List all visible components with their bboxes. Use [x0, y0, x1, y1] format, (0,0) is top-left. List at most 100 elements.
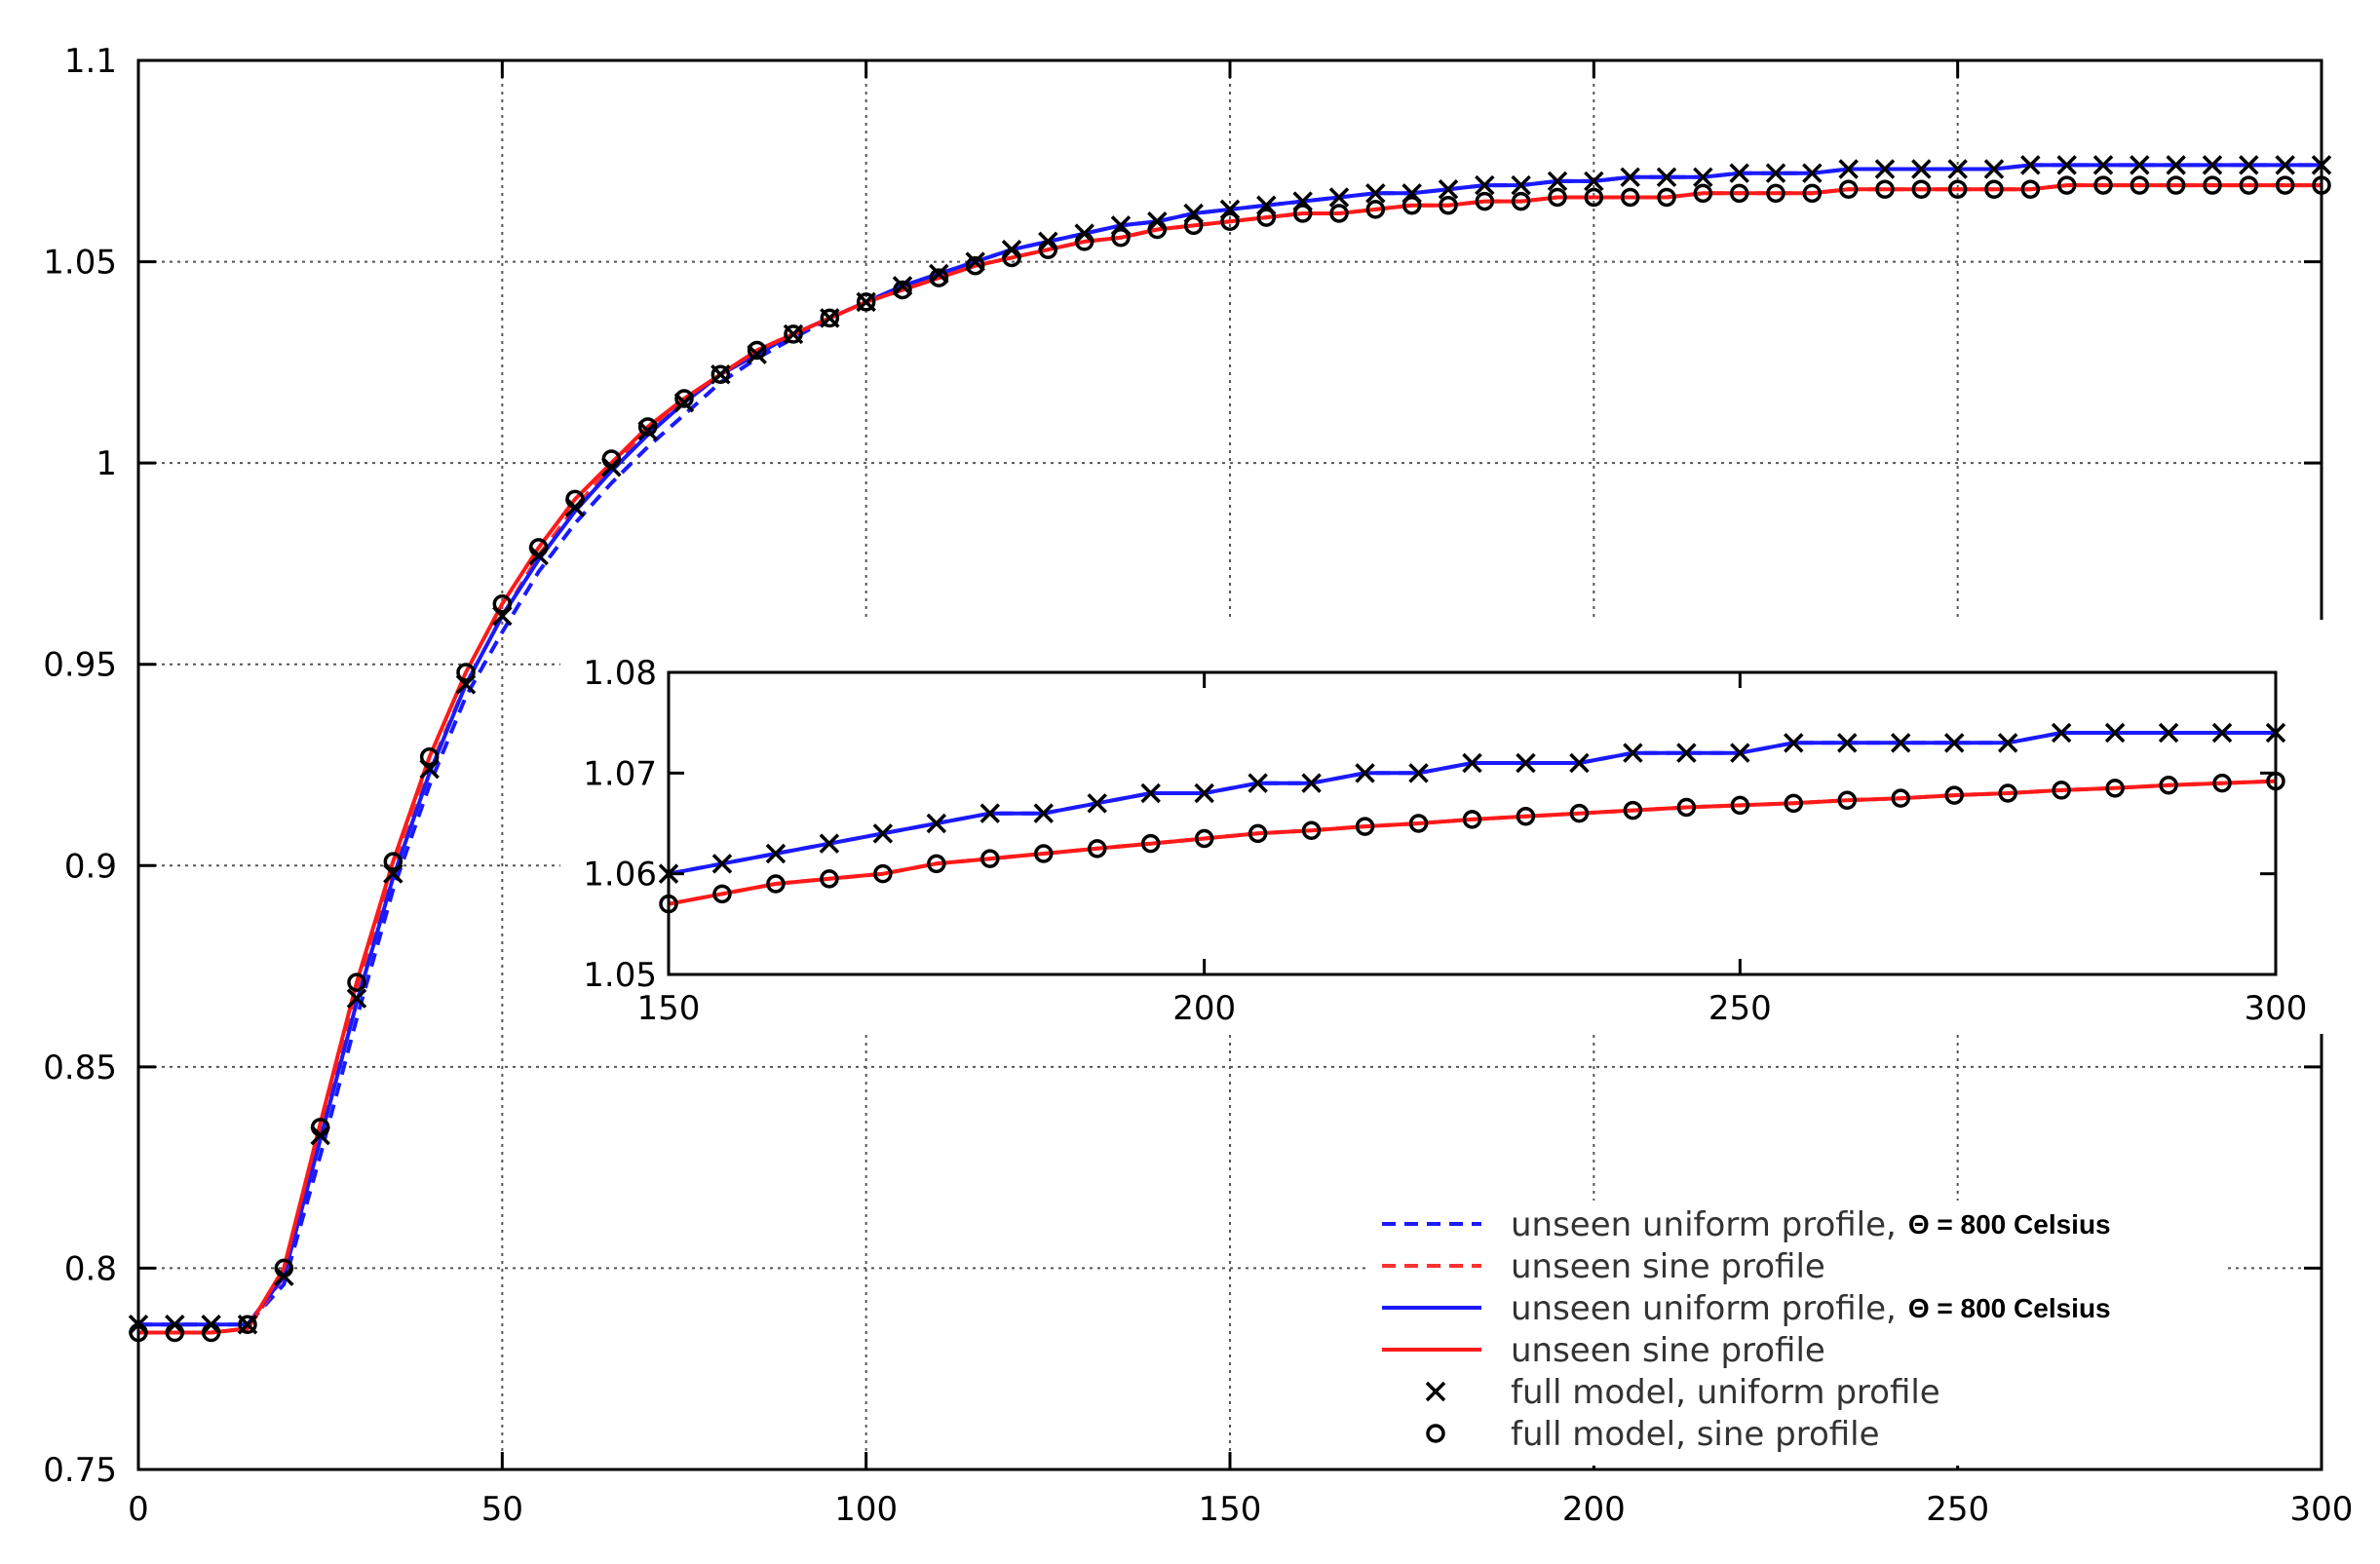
main-marker-o-point-57	[2203, 175, 2222, 195]
inset-marker-o-point-15	[1462, 810, 1482, 829]
inset-tick-label-x-200: 200	[1172, 989, 1236, 1028]
inset-series	[658, 722, 2286, 914]
main-tick-label-y-0-95: 0.95	[43, 646, 117, 685]
inset-tick-label-x-300: 300	[2245, 989, 2308, 1028]
inset-tick-label-y-1-06: 1.06	[583, 856, 657, 895]
inset-background	[560, 620, 2341, 1034]
main-marker-o-point-26	[1074, 232, 1094, 251]
inset-marker-x-point-23	[1890, 733, 1911, 753]
main-tick-label-y-0-85: 0.85	[43, 1049, 117, 1087]
main-marker-o-point-20	[856, 292, 876, 312]
main-marker-o-point-54	[2093, 175, 2113, 195]
inset-marker-x-point-4	[872, 823, 894, 844]
main-marker-o-point-4	[274, 1258, 294, 1278]
main-marker-o-point-9	[456, 663, 476, 682]
main-marker-o-point-31	[1256, 208, 1277, 227]
inset-marker-x-point-9	[1140, 782, 1161, 804]
main-marker-o-point-25	[1038, 240, 1058, 259]
main-marker-o-point-49	[1911, 179, 1932, 199]
inset-marker-o-point-2	[766, 874, 786, 894]
inset-marker-o-point-26	[2052, 781, 2071, 800]
legend: unseen uniform profile, Θ = 800 Celsius un…	[1369, 1201, 2227, 1466]
main-marker-o-point-46	[1802, 183, 1823, 204]
main-marker-x-point-33	[1328, 187, 1350, 208]
inset-marker-o-point-14	[1408, 814, 1429, 833]
inset-marker-x-point-17	[1569, 752, 1590, 774]
inset-marker-x-point-12	[1301, 773, 1322, 793]
main-marker-x-point-36	[1438, 178, 1459, 200]
inset-marker-o-point-7	[1034, 844, 1054, 863]
inset-tick-label-y-1-07: 1.07	[583, 754, 657, 793]
main-tick-label-y-1-1: 1.1	[64, 42, 117, 81]
main-tick-label-x-150: 150	[1199, 1490, 1262, 1529]
main-marker-o-point-8	[419, 746, 440, 767]
main-marker-x-point-48	[1874, 159, 1896, 179]
main-axis-ticks: 0 50 100 150 200 250 300 0.75 0.8 0.85 0.9 0.95 1 1.0…	[43, 42, 2353, 1529]
inset-marker-o-point-8	[1087, 839, 1107, 858]
main-marker-o-point-53	[2056, 175, 2077, 195]
main-marker-o-point-3	[238, 1315, 257, 1335]
inset-marker-x-point-8	[1087, 793, 1107, 814]
main-tick-label-y-0-75: 0.75	[43, 1451, 117, 1490]
inset-tick-label-y-1-05: 1.05	[583, 956, 657, 995]
main-marker-o-point-48	[1875, 179, 1895, 199]
inset-marker-x-point-18	[1623, 743, 1643, 763]
inset-marker-o-point-18	[1623, 800, 1643, 820]
main-marker-o-point-17	[747, 340, 767, 361]
main-marker-x-point-56	[2166, 155, 2186, 175]
inset-marker-x-point-5	[926, 813, 947, 834]
inset-marker-o-point-21	[1784, 793, 1804, 814]
main-marker-o-point-28	[1147, 219, 1168, 240]
inset-marker-o-point-22	[1837, 790, 1858, 810]
inset-marker-x-point-15	[1462, 752, 1482, 774]
main-marker-o-point-7	[383, 852, 403, 871]
inset-marker-x-point-28	[2158, 722, 2179, 744]
main-marker-o-point-12	[565, 489, 585, 510]
main-marker-o-point-33	[1329, 204, 1349, 223]
inset-marker-x-point-27	[2104, 722, 2126, 744]
main-marker-o-point-1	[165, 1322, 185, 1343]
inset-chart: 150 200 250 300 1.05 1.06 1.07 1.08	[560, 620, 2341, 1034]
main-marker-x-point-47	[1838, 159, 1859, 179]
main-marker-o-point-41	[1620, 187, 1640, 208]
main-series	[128, 155, 2332, 1343]
inset-marker-o-point-24	[1944, 785, 1964, 805]
main-marker-o-point-32	[1292, 204, 1313, 223]
main-marker-x-point-54	[2092, 155, 2114, 175]
main-marker-o-point-27	[1111, 228, 1131, 248]
main-marker-o-point-45	[1766, 183, 1785, 204]
inset-series-line-3	[668, 779, 2277, 906]
legend-swatch-5	[1426, 1424, 1445, 1443]
main-marker-o-point-58	[2239, 175, 2259, 195]
inset-marker-x-point-6	[979, 803, 1001, 823]
main-marker-o-point-44	[1729, 183, 1749, 204]
inset-plot-frame	[667, 670, 2278, 976]
main-marker-o-point-42	[1657, 187, 1676, 208]
inset-marker-o-point-9	[1140, 833, 1161, 854]
main-marker-o-point-2	[201, 1322, 221, 1343]
main-marker-o-point-55	[2130, 175, 2150, 195]
main-tick-label-x-250: 250	[1926, 1490, 1989, 1529]
main-marker-o-point-50	[1947, 179, 1968, 199]
legend-label-1: unseen sine profile	[1511, 1247, 1825, 1286]
inset-tick-label-x-150: 150	[637, 989, 701, 1028]
inset-marker-x-point-11	[1248, 773, 1268, 793]
legend-swatch-4	[1425, 1381, 1446, 1402]
inset-marker-x-point-13	[1355, 763, 1375, 783]
main-marker-o-point-51	[1984, 179, 2004, 199]
legend-label-3: unseen sine profile	[1511, 1331, 1825, 1370]
legend-label-4: full model, uniform profile	[1511, 1373, 1940, 1412]
main-marker-x-point-46	[1802, 163, 1823, 183]
main-marker-x-point-52	[2020, 155, 2041, 175]
inset-marker-x-point-10	[1194, 782, 1214, 804]
inset-marker-o-point-17	[1569, 803, 1590, 823]
legend-label-suffix-2: Θ = 800 Celsius	[1908, 1293, 2111, 1323]
main-marker-x-point-57	[2202, 155, 2223, 175]
main-marker-o-point-34	[1365, 200, 1386, 219]
main-marker-o-point-19	[820, 308, 840, 328]
main-marker-o-point-5	[310, 1118, 330, 1137]
inset-marker-x-point-24	[1943, 733, 1965, 753]
main-marker-o-point-11	[528, 538, 549, 557]
inset-tick-label-y-1-08: 1.08	[583, 654, 657, 693]
inset-marker-x-point-7	[1033, 803, 1055, 823]
